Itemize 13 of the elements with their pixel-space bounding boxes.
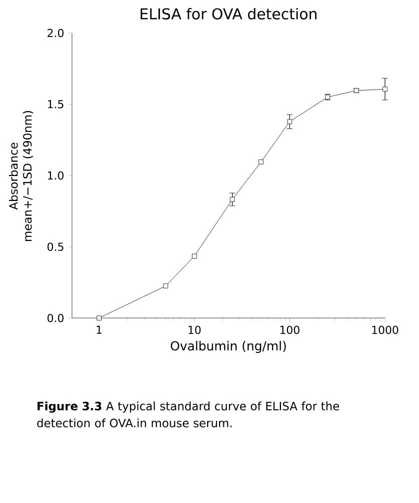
x-axis-title: Ovalbumin (ng/ml) [170,340,286,353]
y-axis-title: Absorbance mean+/−1SD (490nm) [8,111,34,241]
y-tick-label: 2.0 [48,28,64,38]
x-tick-label: 1000 [372,326,398,334]
x-tick-label: 1 [96,326,102,334]
y-tick-label: 0.5 [48,242,64,251]
text: Figure 3.3 A typical standard curve of ELISA for the detection of OVA.in mouse serum. [37,402,340,428]
x-tick-label: 100 [280,326,300,334]
chart-title: ELISA for OVA detection [140,8,316,20]
y-tick-label: 1.0 [48,171,64,180]
y-tick-label: 0.0 [48,314,64,322]
y-tick-label: 1.5 [48,100,64,108]
x-tick-label: 10 [188,326,201,334]
